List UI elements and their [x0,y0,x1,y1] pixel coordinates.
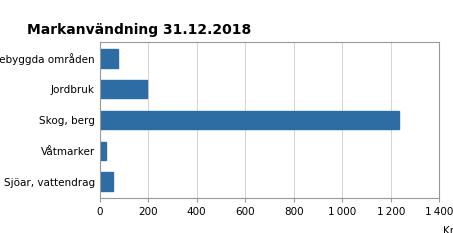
Bar [100,49,118,68]
Bar [100,111,400,129]
Bar [100,172,113,191]
Bar [100,142,106,160]
X-axis label: Km²: Km² [443,226,453,233]
Bar [100,80,147,98]
Text: Markanvändning 31.12.2018: Markanvändning 31.12.2018 [27,23,251,37]
